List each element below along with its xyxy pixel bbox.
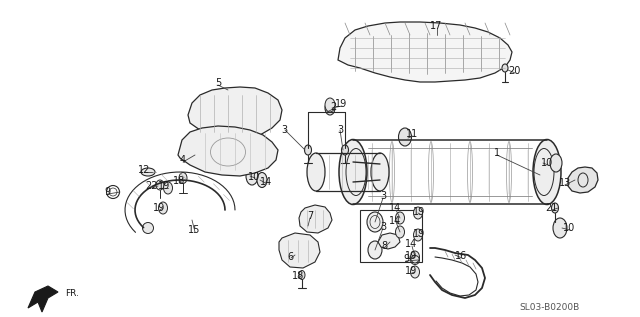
Ellipse shape bbox=[410, 266, 419, 278]
Text: 3: 3 bbox=[380, 191, 386, 201]
Ellipse shape bbox=[368, 241, 382, 259]
Text: 17: 17 bbox=[430, 21, 442, 31]
Polygon shape bbox=[338, 22, 512, 82]
Text: 15: 15 bbox=[188, 225, 200, 235]
Text: 19: 19 bbox=[405, 251, 417, 261]
Polygon shape bbox=[28, 286, 58, 312]
Ellipse shape bbox=[550, 154, 562, 172]
Text: 18: 18 bbox=[173, 176, 185, 186]
Ellipse shape bbox=[143, 223, 154, 234]
Text: 1: 1 bbox=[494, 148, 500, 158]
Ellipse shape bbox=[399, 128, 412, 146]
Ellipse shape bbox=[342, 145, 349, 155]
Text: 19: 19 bbox=[153, 203, 165, 213]
Text: 14: 14 bbox=[260, 177, 272, 187]
Text: 21: 21 bbox=[545, 203, 557, 213]
Bar bbox=[360, 210, 422, 262]
Text: 9: 9 bbox=[104, 187, 110, 197]
Polygon shape bbox=[188, 87, 282, 138]
Text: 18: 18 bbox=[292, 271, 304, 281]
Ellipse shape bbox=[339, 139, 367, 204]
Text: 16: 16 bbox=[455, 251, 467, 261]
Text: 3: 3 bbox=[281, 125, 287, 135]
Text: FR.: FR. bbox=[65, 289, 79, 299]
Polygon shape bbox=[279, 233, 320, 268]
Ellipse shape bbox=[156, 180, 164, 190]
Ellipse shape bbox=[410, 251, 419, 263]
Text: 13: 13 bbox=[559, 178, 571, 188]
Text: 10: 10 bbox=[248, 172, 260, 182]
Ellipse shape bbox=[299, 270, 305, 280]
Text: 7: 7 bbox=[307, 211, 313, 221]
Text: 9: 9 bbox=[403, 254, 409, 264]
Text: 19: 19 bbox=[413, 207, 425, 217]
Text: 10: 10 bbox=[541, 158, 553, 168]
Text: 10: 10 bbox=[563, 223, 575, 233]
Text: 3: 3 bbox=[380, 222, 386, 232]
Ellipse shape bbox=[159, 202, 168, 214]
Text: 14: 14 bbox=[405, 239, 417, 249]
Text: 6: 6 bbox=[287, 252, 293, 262]
Polygon shape bbox=[378, 233, 400, 249]
Text: 11: 11 bbox=[406, 129, 418, 139]
Ellipse shape bbox=[367, 212, 383, 232]
Text: 4: 4 bbox=[180, 155, 186, 165]
Text: 19: 19 bbox=[158, 181, 170, 191]
Polygon shape bbox=[299, 205, 332, 233]
Ellipse shape bbox=[305, 145, 312, 155]
Ellipse shape bbox=[141, 168, 155, 176]
Ellipse shape bbox=[325, 98, 335, 112]
Text: 2: 2 bbox=[330, 102, 336, 112]
Text: 12: 12 bbox=[138, 165, 150, 175]
Ellipse shape bbox=[396, 212, 404, 224]
Ellipse shape bbox=[307, 153, 325, 191]
Ellipse shape bbox=[371, 153, 389, 191]
Ellipse shape bbox=[553, 218, 567, 238]
Text: 14: 14 bbox=[389, 216, 401, 226]
Ellipse shape bbox=[325, 101, 335, 115]
Polygon shape bbox=[178, 126, 278, 176]
Ellipse shape bbox=[246, 167, 258, 185]
Ellipse shape bbox=[502, 64, 508, 72]
Ellipse shape bbox=[396, 226, 404, 238]
Text: SL03-B0200B: SL03-B0200B bbox=[520, 302, 580, 312]
Text: 14: 14 bbox=[389, 203, 401, 213]
Ellipse shape bbox=[257, 172, 267, 187]
Text: 19: 19 bbox=[405, 266, 417, 276]
Text: 20: 20 bbox=[508, 66, 520, 76]
Text: 19: 19 bbox=[335, 99, 347, 109]
Ellipse shape bbox=[413, 229, 422, 241]
Ellipse shape bbox=[163, 182, 173, 194]
Ellipse shape bbox=[413, 207, 422, 219]
Polygon shape bbox=[568, 167, 598, 193]
Ellipse shape bbox=[179, 172, 187, 184]
Ellipse shape bbox=[533, 139, 561, 204]
Ellipse shape bbox=[552, 203, 559, 213]
Text: 8: 8 bbox=[381, 241, 387, 251]
Text: 5: 5 bbox=[215, 78, 221, 88]
Text: 19: 19 bbox=[413, 229, 425, 239]
Text: 3: 3 bbox=[337, 125, 343, 135]
Text: 22: 22 bbox=[145, 181, 157, 191]
